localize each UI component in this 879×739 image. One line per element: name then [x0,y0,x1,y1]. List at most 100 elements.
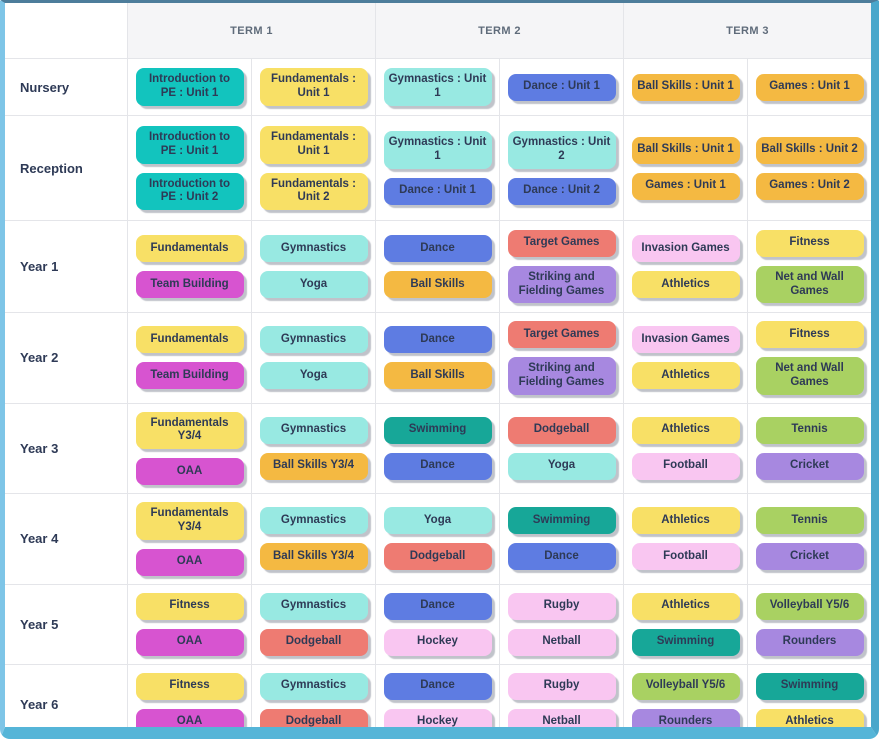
table-row: Year 3 Fundamentals Y3/4 OAA Gymnastics Ball… [5,402,871,495]
pill-stack: Target Games Striking and Fielding Games [500,313,623,403]
unit-pill[interactable]: Fundamentals [135,326,244,354]
unit-pill[interactable]: Hockey [383,708,492,727]
unit-pill[interactable]: Dance [383,452,492,480]
unit-pill[interactable]: Gymnastics [259,235,368,262]
unit-pill[interactable]: Ball Skills : Unit 1 [631,136,740,164]
unit-pill[interactable]: Football [631,452,740,480]
unit-pill[interactable]: Fitness [135,592,244,620]
unit-pill[interactable]: Gymnastics [259,672,368,700]
unit-pill[interactable]: Swimming [383,416,492,444]
unit-pill[interactable]: Fundamentals [135,235,244,262]
unit-pill[interactable]: Games : Unit 2 [755,172,864,200]
unit-pill[interactable]: Ball Skills Y3/4 [259,452,368,480]
unit-pill[interactable]: Dance [383,326,492,354]
unit-pill[interactable]: Dodgeball [383,543,492,571]
unit-pill[interactable]: Team Building [135,271,244,298]
unit-pill[interactable]: Ball Skills : Unit 1 [631,73,740,101]
unit-pill[interactable]: Invasion Games [631,326,740,354]
unit-pill[interactable]: Dance : Unit 1 [507,73,616,101]
unit-pill[interactable]: Rounders [631,708,740,727]
unit-pill[interactable]: Dance [383,235,492,262]
unit-pill[interactable]: Fundamentals : Unit 2 [259,172,368,211]
unit-pill[interactable]: Athletics [631,362,740,390]
unit-pill[interactable]: Net and Wall Games [755,357,864,395]
unit-pill[interactable]: Ball Skills : Unit 2 [755,136,864,164]
unit-pill[interactable]: Dodgeball [259,628,368,656]
unit-pill[interactable]: Dance : Unit 1 [383,177,492,205]
unit-pill[interactable]: Fundamentals Y3/4 [135,411,244,450]
pill-stack: Fitness OAA [128,665,251,727]
unit-pill[interactable]: Rugby [507,672,616,700]
unit-pill[interactable]: Athletics [631,416,740,444]
term-cell: Ball Skills : Unit 1 Games : Unit 1 [623,115,748,221]
term-cell: Rugby Netball [499,583,624,665]
unit-pill[interactable]: Dodgeball [507,416,616,444]
unit-pill[interactable]: OAA [135,548,244,576]
unit-pill[interactable]: Target Games [507,321,616,348]
unit-pill[interactable]: Rounders [755,628,864,656]
unit-pill[interactable]: Volleyball Y5/6 [755,592,864,620]
unit-pill[interactable]: Dance [507,543,616,571]
unit-pill[interactable]: Gymnastics : Unit 2 [507,131,616,169]
unit-pill[interactable]: Gymnastics : Unit 1 [383,131,492,169]
unit-pill[interactable]: Introduction to PE : Unit 1 [135,68,244,106]
unit-pill[interactable]: Gymnastics [259,507,368,535]
unit-pill[interactable]: Fundamentals : Unit 1 [259,68,368,106]
unit-pill[interactable]: Football [631,543,740,571]
unit-pill[interactable]: Athletics [631,271,740,298]
unit-pill[interactable]: Introduction to PE : Unit 1 [135,125,244,164]
unit-pill[interactable]: OAA [135,458,244,486]
unit-pill[interactable]: OAA [135,708,244,727]
unit-pill[interactable]: Dance [383,592,492,620]
unit-pill[interactable]: Yoga [383,507,492,535]
unit-pill[interactable]: Netball [507,708,616,727]
unit-pill[interactable]: Fitness [755,321,864,348]
unit-pill[interactable]: Invasion Games [631,235,740,262]
unit-pill[interactable]: Fitness [755,229,864,257]
unit-pill[interactable]: Net and Wall Games [755,265,864,304]
unit-pill[interactable]: Rugby [507,592,616,620]
unit-pill[interactable]: Target Games [507,229,616,257]
unit-pill[interactable]: Fitness [135,672,244,700]
unit-pill[interactable]: Fundamentals : Unit 1 [259,125,368,164]
unit-pill[interactable]: Yoga [259,271,368,298]
unit-pill[interactable]: Swimming [507,507,616,535]
unit-pill[interactable]: Ball Skills [383,271,492,298]
unit-pill[interactable]: Cricket [755,543,864,571]
unit-pill[interactable]: Dance [383,672,492,700]
unit-pill[interactable]: Tennis [755,416,864,444]
unit-pill[interactable]: Gymnastics [259,416,368,444]
unit-pill[interactable]: Games : Unit 1 [631,172,740,200]
pill-stack: Volleyball Y5/6 Rounders [748,585,871,664]
unit-pill[interactable]: Tennis [755,507,864,535]
unit-pill[interactable]: Introduction to PE : Unit 2 [135,172,244,211]
unit-pill[interactable]: Athletics [631,507,740,535]
unit-pill[interactable]: Striking and Fielding Games [507,357,616,395]
unit-pill[interactable]: Ball Skills Y3/4 [259,543,368,571]
unit-pill[interactable]: Striking and Fielding Games [507,265,616,304]
pill-stack: Gymnastics Yoga [252,227,375,306]
header-row: TERM 1 TERM 2 TERM 3 [5,3,871,59]
unit-pill[interactable]: Team Building [135,362,244,390]
unit-pill[interactable]: Fundamentals Y3/4 [135,502,244,540]
unit-pill[interactable]: Games : Unit 1 [755,73,864,101]
unit-pill[interactable]: Gymnastics [259,326,368,354]
unit-pill[interactable]: Athletics [631,592,740,620]
unit-pill[interactable]: Hockey [383,628,492,656]
unit-pill[interactable]: Netball [507,628,616,656]
unit-pill[interactable]: OAA [135,628,244,656]
unit-pill[interactable]: Swimming [631,628,740,656]
unit-pill[interactable]: Volleyball Y5/6 [631,672,740,700]
unit-pill[interactable]: Cricket [755,452,864,480]
unit-pill[interactable]: Gymnastics [259,592,368,620]
term-cell: Fundamentals : Unit 1 Fundamentals : Unit… [251,115,376,221]
unit-pill[interactable]: Dance : Unit 2 [507,177,616,205]
unit-pill[interactable]: Swimming [755,672,864,700]
unit-pill[interactable]: Dodgeball [259,708,368,727]
unit-pill[interactable]: Gymnastics : Unit 1 [383,68,492,106]
pill-stack: Swimming Dance [500,499,623,578]
unit-pill[interactable]: Yoga [507,452,616,480]
unit-pill[interactable]: Ball Skills [383,362,492,390]
unit-pill[interactable]: Athletics [755,708,864,727]
unit-pill[interactable]: Yoga [259,362,368,390]
